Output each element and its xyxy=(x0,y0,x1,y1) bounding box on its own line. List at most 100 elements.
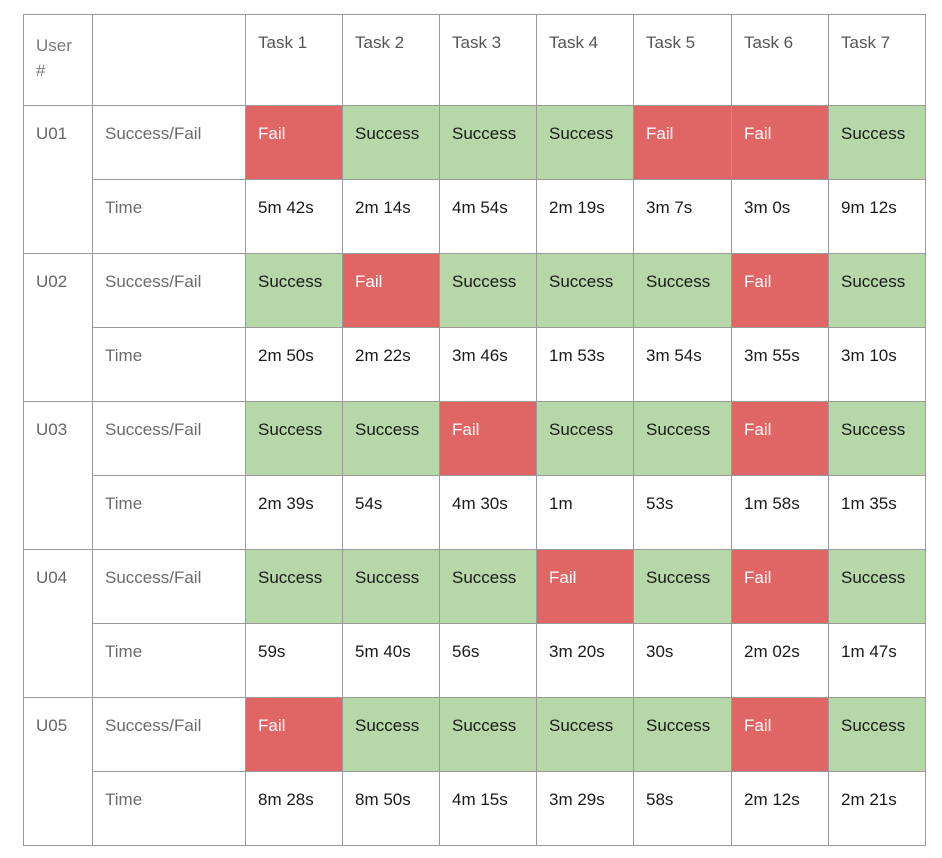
time-cell-task-5: 30s xyxy=(633,623,732,698)
status-row-label: Success/Fail xyxy=(92,105,246,180)
time-cell-task-7: 1m 47s xyxy=(828,623,926,698)
time-row-label: Time xyxy=(92,179,246,254)
status-cell-task-1: Success xyxy=(245,401,343,476)
user-id-cell: U05 xyxy=(23,697,93,846)
status-cell-task-7: Success xyxy=(828,253,926,328)
time-row: Time 59s 5m 40s 56s 3m 20s 30s 2m 02s 1m 47s xyxy=(24,623,926,698)
status-cell-task-1: Fail xyxy=(245,105,343,180)
usability-results-table: User # Task 1 Task 2 Task 3 Task 4 Task 5 Task… xyxy=(23,14,926,846)
status-cell-task-6: Fail xyxy=(731,549,829,624)
time-cell-task-6: 1m 58s xyxy=(731,475,829,550)
time-cell-task-5: 58s xyxy=(633,771,732,846)
status-cell-task-5: Fail xyxy=(633,105,732,180)
time-cell-task-7: 1m 35s xyxy=(828,475,926,550)
task-header-5: Task 5 xyxy=(633,14,732,106)
task-header-1: Task 1 xyxy=(245,14,343,106)
status-cell-task-1: Success xyxy=(245,253,343,328)
row-type-header xyxy=(92,14,246,106)
status-row-label: Success/Fail xyxy=(92,401,246,476)
time-row: Time 2m 50s 2m 22s 3m 46s 1m 53s 3m 54s 3m 55s… xyxy=(24,327,926,402)
time-row: Time 8m 28s 8m 50s 4m 15s 3m 29s 58s 2m 12s 2m … xyxy=(24,771,926,846)
time-cell-task-1: 2m 50s xyxy=(245,327,343,402)
status-cell-task-1: Success xyxy=(245,549,343,624)
time-cell-task-7: 3m 10s xyxy=(828,327,926,402)
status-cell-task-2: Success xyxy=(342,549,440,624)
user-number-label: User # xyxy=(36,36,72,80)
time-cell-task-3: 56s xyxy=(439,623,537,698)
time-cell-task-1: 2m 39s xyxy=(245,475,343,550)
time-cell-task-3: 3m 46s xyxy=(439,327,537,402)
time-row-label: Time xyxy=(92,771,246,846)
time-cell-task-3: 4m 54s xyxy=(439,179,537,254)
status-cell-task-5: Success xyxy=(633,697,732,772)
time-cell-task-7: 9m 12s xyxy=(828,179,926,254)
time-cell-task-3: 4m 30s xyxy=(439,475,537,550)
time-cell-task-4: 2m 19s xyxy=(536,179,634,254)
status-row: U03 Success/Fail Success Success Fail Success… xyxy=(23,401,926,550)
task-header-7: Task 7 xyxy=(828,14,926,106)
user-id-cell: U04 xyxy=(23,549,93,698)
time-cell-task-2: 5m 40s xyxy=(342,623,440,698)
status-cell-task-5: Success xyxy=(633,549,732,624)
time-cell-task-6: 2m 02s xyxy=(731,623,829,698)
status-row-label: Success/Fail xyxy=(92,697,246,772)
time-cell-task-1: 8m 28s xyxy=(245,771,343,846)
time-cell-task-2: 2m 14s xyxy=(342,179,440,254)
time-cell-task-5: 3m 7s xyxy=(633,179,732,254)
status-cell-task-3: Success xyxy=(439,253,537,328)
status-cell-task-4: Success xyxy=(536,401,634,476)
time-cell-task-6: 2m 12s xyxy=(731,771,829,846)
user-id-cell: U02 xyxy=(23,253,93,402)
status-cell-task-5: Success xyxy=(633,253,732,328)
status-cell-task-2: Fail xyxy=(342,253,440,328)
status-row-label: Success/Fail xyxy=(92,253,246,328)
user-number-header: User # xyxy=(23,14,93,106)
time-cell-task-7: 2m 21s xyxy=(828,771,926,846)
time-cell-task-6: 3m 0s xyxy=(731,179,829,254)
time-cell-task-4: 1m 53s xyxy=(536,327,634,402)
time-cell-task-4: 1m xyxy=(536,475,634,550)
status-cell-task-6: Fail xyxy=(731,697,829,772)
status-cell-task-3: Success xyxy=(439,697,537,772)
time-row-label: Time xyxy=(92,327,246,402)
task-header-2: Task 2 xyxy=(342,14,440,106)
status-cell-task-2: Success xyxy=(342,401,440,476)
status-cell-task-4: Success xyxy=(536,253,634,328)
time-cell-task-4: 3m 29s xyxy=(536,771,634,846)
task-header-3: Task 3 xyxy=(439,14,537,106)
status-cell-task-3: Fail xyxy=(439,401,537,476)
status-row: U02 Success/Fail Success Fail Success Success… xyxy=(23,253,926,402)
status-row: U01 Success/Fail Fail Success Success Success… xyxy=(23,105,926,254)
task-header-4: Task 4 xyxy=(536,14,634,106)
time-cell-task-1: 5m 42s xyxy=(245,179,343,254)
status-cell-task-1: Fail xyxy=(245,697,343,772)
status-cell-task-3: Success xyxy=(439,549,537,624)
time-row-label: Time xyxy=(92,475,246,550)
status-cell-task-4: Fail xyxy=(536,549,634,624)
time-cell-task-2: 54s xyxy=(342,475,440,550)
status-cell-task-6: Fail xyxy=(731,105,829,180)
user-id-cell: U03 xyxy=(23,401,93,550)
time-cell-task-2: 2m 22s xyxy=(342,327,440,402)
status-cell-task-6: Fail xyxy=(731,401,829,476)
status-cell-task-4: Success xyxy=(536,697,634,772)
status-cell-task-3: Success xyxy=(439,105,537,180)
time-cell-task-2: 8m 50s xyxy=(342,771,440,846)
status-cell-task-5: Success xyxy=(633,401,732,476)
time-cell-task-5: 53s xyxy=(633,475,732,550)
time-row-label: Time xyxy=(92,623,246,698)
status-cell-task-4: Success xyxy=(536,105,634,180)
status-row-label: Success/Fail xyxy=(92,549,246,624)
status-row: U04 Success/Fail Success Success Success Fail… xyxy=(23,549,926,698)
time-cell-task-6: 3m 55s xyxy=(731,327,829,402)
status-cell-task-6: Fail xyxy=(731,253,829,328)
user-id-cell: U01 xyxy=(23,105,93,254)
time-row: Time 2m 39s 54s 4m 30s 1m 53s 1m 58s 1m 35s xyxy=(24,475,926,550)
task-header-6: Task 6 xyxy=(731,14,829,106)
status-cell-task-7: Success xyxy=(828,401,926,476)
time-cell-task-4: 3m 20s xyxy=(536,623,634,698)
status-row: U05 Success/Fail Fail Success Success Success… xyxy=(23,697,926,846)
status-cell-task-7: Success xyxy=(828,105,926,180)
status-cell-task-7: Success xyxy=(828,697,926,772)
status-cell-task-2: Success xyxy=(342,105,440,180)
